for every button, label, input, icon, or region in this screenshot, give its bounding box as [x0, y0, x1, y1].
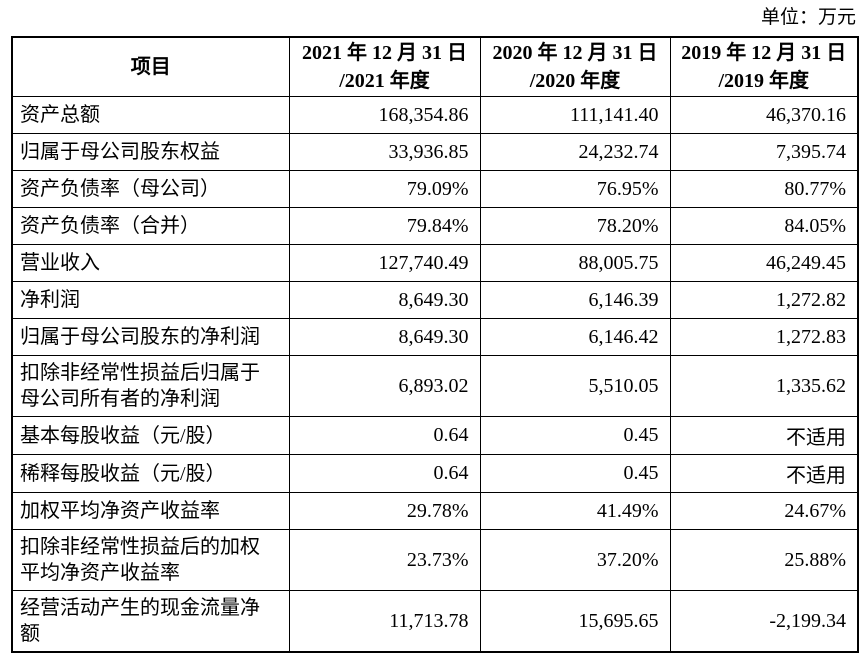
row-value: 8,649.30 — [288, 281, 481, 319]
row-value: 79.84% — [288, 207, 481, 245]
header-2019-column: 2019 年 12 月 31 日 /2019 年度 — [669, 36, 859, 97]
row-value: 1,272.83 — [669, 318, 859, 356]
row-value: 24,232.74 — [479, 133, 671, 171]
row-value: 0.64 — [288, 454, 481, 493]
row-label: 稀释每股收益（元/股） — [11, 454, 290, 493]
row-value: 80.77% — [669, 170, 859, 208]
table-row: 加权平均净资产收益率 29.78% 41.49% 24.67% — [11, 492, 859, 530]
table-row: 基本每股收益（元/股） 0.64 0.45 不适用 — [11, 416, 859, 455]
row-label: 资产负债率（合并） — [11, 207, 290, 245]
row-value: 0.45 — [479, 416, 671, 455]
row-label: 归属于母公司股东权益 — [11, 133, 290, 171]
row-label: 净利润 — [11, 281, 290, 319]
table-row: 归属于母公司股东的净利润 8,649.30 6,146.42 1,272.83 — [11, 318, 859, 356]
row-value: 168,354.86 — [288, 96, 481, 134]
table-row: 扣除非经常性损益后的加权 平均净资产收益率 23.73% 37.20% 25.88% — [11, 529, 859, 591]
row-value: 23.73% — [288, 529, 481, 591]
row-value: 41.49% — [479, 492, 671, 530]
row-value: -2,199.34 — [669, 590, 859, 653]
row-value: 11,713.78 — [288, 590, 481, 653]
row-value: 5,510.05 — [479, 355, 671, 417]
table-row: 资产负债率（合并） 79.84% 78.20% 84.05% — [11, 207, 859, 245]
table-row: 营业收入 127,740.49 88,005.75 46,249.45 — [11, 244, 859, 282]
table-row: 归属于母公司股东权益 33,936.85 24,232.74 7,395.74 — [11, 133, 859, 171]
table-row: 资产负债率（母公司） 79.09% 76.95% 80.77% — [11, 170, 859, 208]
row-value: 29.78% — [288, 492, 481, 530]
row-label: 扣除非经常性损益后的加权 平均净资产收益率 — [11, 529, 290, 591]
header-2020-column: 2020 年 12 月 31 日 /2020 年度 — [479, 36, 671, 97]
row-value: 6,893.02 — [288, 355, 481, 417]
table-body: 资产总额 168,354.86 111,141.40 46,370.16 归属于母公司股… — [11, 96, 859, 653]
row-label: 扣除非经常性损益后归属于 母公司所有者的净利润 — [11, 355, 290, 417]
row-label: 资产总额 — [11, 96, 290, 134]
row-value: 1,272.82 — [669, 281, 859, 319]
row-value: 0.64 — [288, 416, 481, 455]
table-row: 经营活动产生的现金流量净 额 11,713.78 15,695.65 -2,199.3… — [11, 590, 859, 653]
row-label: 经营活动产生的现金流量净 额 — [11, 590, 290, 653]
row-value: 6,146.42 — [479, 318, 671, 356]
row-value: 127,740.49 — [288, 244, 481, 282]
row-value: 不适用 — [669, 454, 859, 493]
header-item-column: 项目 — [11, 36, 290, 97]
row-value: 46,370.16 — [669, 96, 859, 134]
row-label: 基本每股收益（元/股） — [11, 416, 290, 455]
table-row: 净利润 8,649.30 6,146.39 1,272.82 — [11, 281, 859, 319]
table-header: 项目 2021 年 12 月 31 日 /2021 年度 2020 年 12 月… — [11, 36, 859, 97]
unit-label: 单位：万元 — [760, 7, 856, 28]
table-row: 资产总额 168,354.86 111,141.40 46,370.16 — [11, 96, 859, 134]
row-label: 营业收入 — [11, 244, 290, 282]
row-value: 6,146.39 — [479, 281, 671, 319]
row-value: 111,141.40 — [479, 96, 671, 134]
row-value: 46,249.45 — [669, 244, 859, 282]
row-label: 资产负债率（母公司） — [11, 170, 290, 208]
row-value: 79.09% — [288, 170, 481, 208]
row-value: 不适用 — [669, 416, 859, 455]
row-value: 7,395.74 — [669, 133, 859, 171]
header-row: 项目 2021 年 12 月 31 日 /2021 年度 2020 年 12 月… — [11, 36, 859, 97]
row-value: 88,005.75 — [479, 244, 671, 282]
header-2021-column: 2021 年 12 月 31 日 /2021 年度 — [288, 36, 481, 97]
table-row: 稀释每股收益（元/股） 0.64 0.45 不适用 — [11, 454, 859, 493]
row-value: 78.20% — [479, 207, 671, 245]
row-value: 15,695.65 — [479, 590, 671, 653]
row-value: 37.20% — [479, 529, 671, 591]
row-value: 1,335.62 — [669, 355, 859, 417]
row-value: 8,649.30 — [288, 318, 481, 356]
row-value: 25.88% — [669, 529, 859, 591]
table-row: 扣除非经常性损益后归属于 母公司所有者的净利润 6,893.02 5,510.05 1… — [11, 355, 859, 417]
row-value: 33,936.85 — [288, 133, 481, 171]
row-value: 24.67% — [669, 492, 859, 530]
row-label: 加权平均净资产收益率 — [11, 492, 290, 530]
row-label: 归属于母公司股东的净利润 — [11, 318, 290, 356]
row-value: 0.45 — [479, 454, 671, 493]
financial-summary-table: 项目 2021 年 12 月 31 日 /2021 年度 2020 年 12 月… — [11, 36, 859, 653]
row-value: 76.95% — [479, 170, 671, 208]
row-value: 84.05% — [669, 207, 859, 245]
